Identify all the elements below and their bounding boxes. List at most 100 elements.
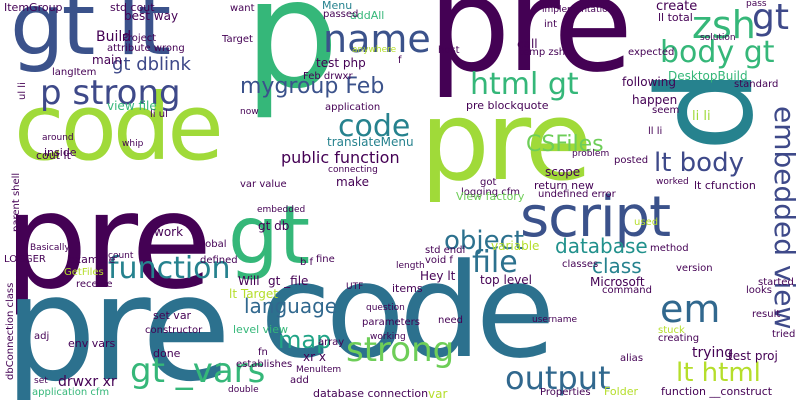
word-inside: inside xyxy=(44,146,77,159)
word-create: create xyxy=(656,0,698,14)
word-used: used xyxy=(634,217,659,228)
word-parameters: parameters xyxy=(362,317,421,328)
word-project: Project xyxy=(122,33,157,44)
word-fine: fine xyxy=(316,254,335,265)
word-desktopbuild: DesktopBuild xyxy=(668,69,748,83)
word-variable: variable xyxy=(491,239,540,253)
word-set-var: set var xyxy=(153,309,192,322)
word-now: now xyxy=(240,107,259,117)
word-function-construct: function __construct xyxy=(661,385,773,398)
word-following: following xyxy=(622,75,676,89)
word-example: example xyxy=(68,253,116,266)
word-lt-target: lt Target xyxy=(229,287,278,301)
word-gt-green: gt xyxy=(228,189,311,282)
word-database-connection: database connection xyxy=(313,387,429,400)
word-gt-db: gt db xyxy=(258,219,290,233)
word-establishes: establishes xyxy=(236,359,293,370)
word-host: host xyxy=(438,45,460,56)
word-constructor: constructor xyxy=(145,325,203,336)
word-gt-violet: gt xyxy=(752,0,789,38)
word-language: language xyxy=(244,294,338,318)
word-target: Target xyxy=(222,34,253,45)
word-lt-body: lt body xyxy=(654,148,744,178)
word-length: length xyxy=(396,261,425,271)
word-undefined-error: undefined error xyxy=(538,189,616,200)
word-standard: standard xyxy=(734,79,779,90)
word-code-blue-large: code xyxy=(260,235,556,387)
word-method: method xyxy=(650,243,689,254)
word-ll-li: ll li xyxy=(648,126,663,137)
word-main: main xyxy=(92,53,122,67)
word-level-view: level view xyxy=(233,323,288,336)
word-std-endl: std endl xyxy=(425,245,466,256)
word-double: double xyxy=(228,385,259,395)
word-folder: Folder xyxy=(604,385,638,398)
word-alias: alias xyxy=(620,353,644,364)
word-receive: receive xyxy=(76,279,113,290)
word-view-factory: View factory xyxy=(456,190,525,203)
word-name: name xyxy=(323,17,431,61)
word-make: make xyxy=(336,175,369,189)
word-top-level: top level xyxy=(480,273,533,287)
word-p-strong: p strong xyxy=(40,73,181,113)
word-menuitem: MenuItem xyxy=(296,365,342,375)
word-happen: happen xyxy=(632,93,678,107)
word-env-vars: env vars xyxy=(68,337,116,350)
word-file: file xyxy=(472,245,518,280)
word-problem: problem xyxy=(572,149,610,159)
word-command: command xyxy=(602,285,652,296)
word-object: object xyxy=(444,226,525,256)
word-body-gt: body gt xyxy=(660,35,775,70)
word-working: working xyxy=(370,332,406,342)
word-pre-large: pre xyxy=(4,165,212,319)
word-build: Build xyxy=(96,29,132,45)
word-connecting: connecting xyxy=(328,165,378,175)
word-b-f: b f xyxy=(300,257,314,268)
word-application-cfm: application cfm xyxy=(32,387,110,398)
word-li-li: li li xyxy=(692,109,711,124)
word-class: class xyxy=(592,254,642,278)
word-f: f xyxy=(398,55,402,66)
word-work: work xyxy=(154,225,184,239)
word-csfiles: CSFiles xyxy=(526,132,604,157)
word-var-value: var value xyxy=(240,179,287,190)
word-classes: classes xyxy=(562,259,599,270)
word-public-function: public function xyxy=(281,148,400,167)
word-adj: adj xyxy=(34,331,50,342)
word-getfiles: GetFiles xyxy=(64,267,104,278)
word-embedded: embedded xyxy=(257,205,306,215)
word-test-proj: test proj xyxy=(728,349,778,363)
word-temp-zsh: temp zsh xyxy=(519,47,566,58)
word-application: application xyxy=(325,102,381,113)
word-solution: solution xyxy=(700,33,736,43)
word-parent-shell: parent shell xyxy=(11,172,22,232)
word-ll-total: ll total xyxy=(658,11,693,24)
word-whip: whip xyxy=(122,139,144,149)
word-database: database xyxy=(555,234,648,258)
word-call: call xyxy=(517,37,538,51)
word-microsoft: Microsoft xyxy=(590,275,645,289)
word-lt-cfunction: lt cfunction xyxy=(694,179,756,192)
word-username: username xyxy=(532,315,577,325)
word-properties: Properties xyxy=(540,387,591,398)
word-code-lime-large: code xyxy=(14,74,224,181)
word-worked: worked xyxy=(656,177,689,187)
word-tried: tried xyxy=(772,329,796,340)
word-xr-x: xr x xyxy=(303,350,326,364)
word-scope: scope xyxy=(545,165,581,179)
word-return-new: return new xyxy=(534,179,594,192)
word-void-f: void f xyxy=(425,255,453,266)
word-function: function xyxy=(108,251,231,286)
word-em: em xyxy=(660,287,721,331)
word-menu: Menu xyxy=(322,0,353,12)
word-li-ul: li ul xyxy=(150,109,168,120)
word-will: Will xyxy=(238,274,260,288)
word-code-teal: code xyxy=(338,109,411,144)
word-fn: fn xyxy=(258,347,268,358)
word-logger: LOGGER xyxy=(4,254,46,265)
word-seem: seem xyxy=(652,105,680,116)
word-output: output xyxy=(505,359,611,397)
word-items: items xyxy=(392,282,423,295)
word-langitem: langItem xyxy=(52,67,97,78)
